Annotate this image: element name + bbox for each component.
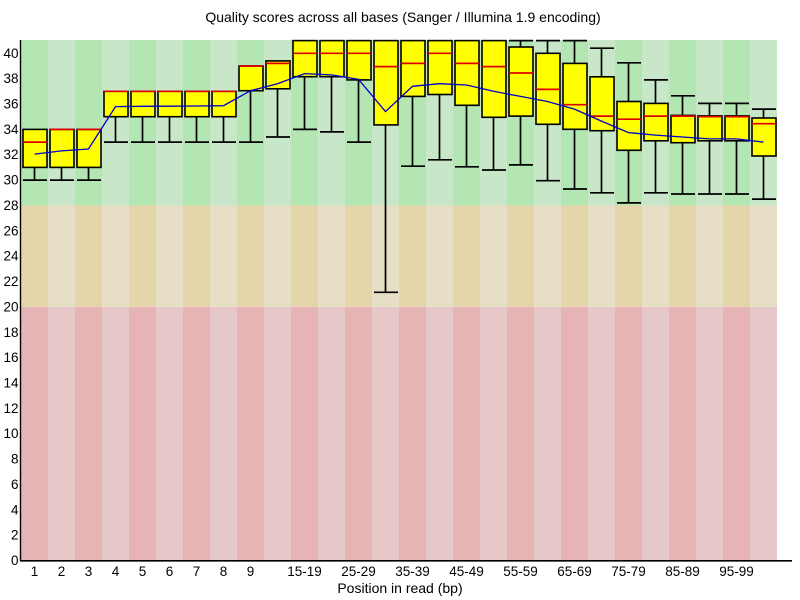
- svg-text:12: 12: [3, 401, 18, 416]
- svg-text:8: 8: [11, 452, 19, 467]
- svg-text:7: 7: [193, 564, 201, 579]
- svg-text:4: 4: [112, 564, 120, 579]
- svg-text:Position in read (bp): Position in read (bp): [337, 580, 462, 596]
- svg-text:95-99: 95-99: [719, 564, 754, 579]
- svg-text:16: 16: [3, 350, 18, 365]
- svg-text:1: 1: [31, 564, 39, 579]
- svg-text:36: 36: [3, 97, 18, 112]
- svg-text:26: 26: [3, 223, 18, 238]
- svg-text:3: 3: [85, 564, 93, 579]
- svg-text:25-29: 25-29: [341, 564, 376, 579]
- svg-text:18: 18: [3, 325, 18, 340]
- svg-text:55-59: 55-59: [503, 564, 538, 579]
- svg-text:34: 34: [3, 122, 19, 137]
- svg-text:6: 6: [166, 564, 174, 579]
- svg-text:28: 28: [3, 198, 18, 213]
- svg-text:40: 40: [3, 46, 18, 61]
- svg-text:22: 22: [3, 274, 18, 289]
- svg-text:0: 0: [11, 553, 19, 568]
- svg-text:Quality scores across all base: Quality scores across all bases (Sanger …: [205, 9, 600, 25]
- svg-text:75-79: 75-79: [611, 564, 646, 579]
- svg-text:9: 9: [247, 564, 255, 579]
- svg-text:15-19: 15-19: [287, 564, 322, 579]
- svg-text:8: 8: [220, 564, 228, 579]
- svg-text:6: 6: [11, 477, 19, 492]
- svg-text:5: 5: [139, 564, 147, 579]
- svg-text:24: 24: [3, 249, 19, 264]
- svg-text:14: 14: [3, 376, 19, 391]
- svg-text:65-69: 65-69: [557, 564, 592, 579]
- svg-text:2: 2: [11, 528, 19, 543]
- svg-text:10: 10: [3, 426, 18, 441]
- svg-text:2: 2: [58, 564, 66, 579]
- svg-text:20: 20: [3, 299, 18, 314]
- svg-text:32: 32: [3, 147, 18, 162]
- svg-text:38: 38: [3, 71, 18, 86]
- svg-text:35-39: 35-39: [395, 564, 430, 579]
- svg-text:85-89: 85-89: [665, 564, 700, 579]
- svg-text:45-49: 45-49: [449, 564, 484, 579]
- svg-text:30: 30: [3, 173, 18, 188]
- svg-text:4: 4: [11, 502, 19, 517]
